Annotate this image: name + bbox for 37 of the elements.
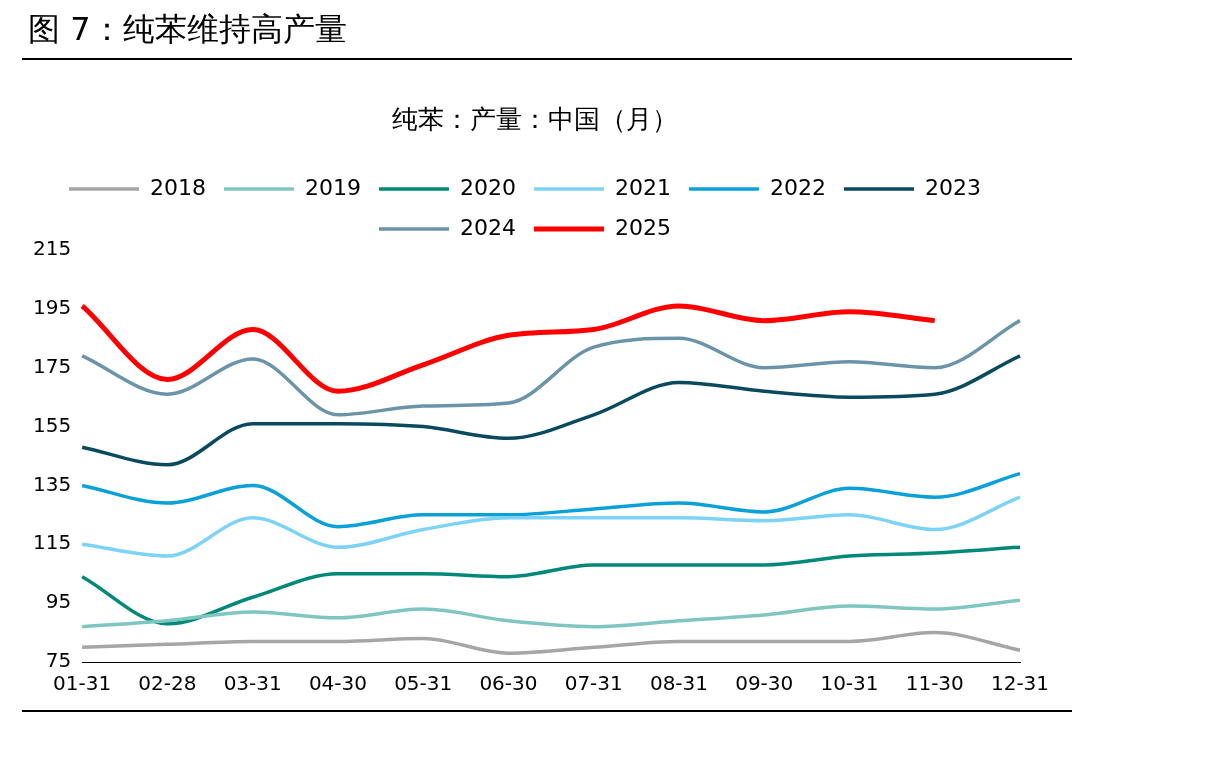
y-tick-label: 215 <box>32 236 72 261</box>
line-series <box>80 598 1022 629</box>
x-tick-label: 01-31 <box>53 671 112 696</box>
legend-label: 2018 <box>150 174 207 200</box>
y-tick-label: 75 <box>45 648 72 673</box>
y-tick-label: 195 <box>32 295 72 320</box>
x-tick-label: 03-31 <box>223 671 282 696</box>
legend-label: 2023 <box>924 174 981 200</box>
line-series <box>80 354 1022 467</box>
x-tick-label: 06-30 <box>479 671 538 696</box>
x-tick-label: 12-31 <box>990 671 1050 696</box>
line-series <box>80 545 1022 626</box>
legend-label: 2025 <box>615 214 671 240</box>
legend-label: 2019 <box>305 174 362 200</box>
legend-label: 2021 <box>615 174 671 200</box>
line-series <box>80 318 1022 417</box>
y-tick-label: 135 <box>32 471 72 496</box>
x-tick-label: 08-31 <box>649 671 709 696</box>
x-tick-label: 10-31 <box>820 671 879 696</box>
y-tick-label: 115 <box>32 530 72 555</box>
x-tick-label: 04-30 <box>308 671 368 696</box>
chart-subtitle: 纯苯：产量：中国（月） <box>391 103 679 136</box>
x-tick-label: 07-31 <box>564 671 623 696</box>
y-tick-label: 155 <box>32 412 72 437</box>
line-series <box>80 630 1022 655</box>
x-tick-label: 11-30 <box>905 671 964 696</box>
y-tick-label: 175 <box>32 353 72 378</box>
legend-label: 2020 <box>460 174 517 200</box>
legend-label: 2024 <box>460 214 517 240</box>
legend-label: 2022 <box>769 174 826 200</box>
y-tick-label: 95 <box>45 589 72 614</box>
x-tick-label: 05-31 <box>394 671 453 696</box>
line-series <box>80 471 1022 529</box>
chart-title: 图 7：纯苯维持高产量 <box>28 9 347 50</box>
x-tick-label: 09-30 <box>735 671 794 696</box>
line-series <box>80 495 1022 558</box>
x-tick-label: 02-28 <box>138 671 197 696</box>
